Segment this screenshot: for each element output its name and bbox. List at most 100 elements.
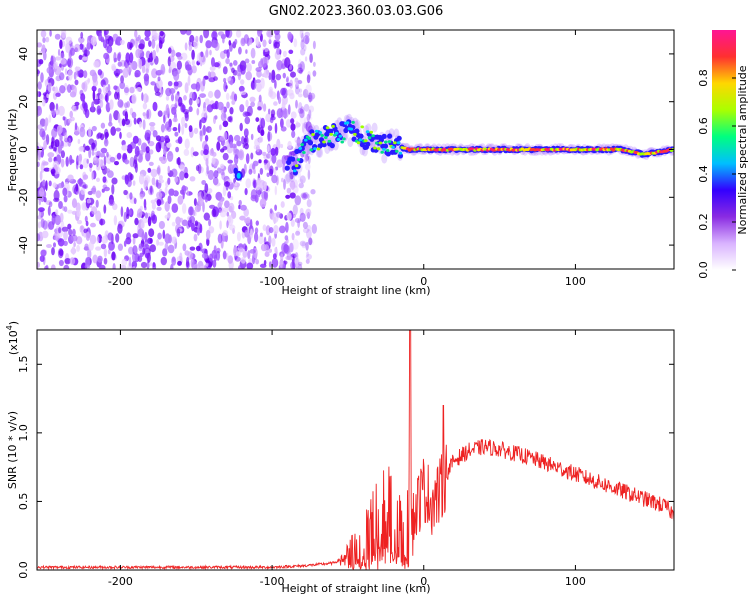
noise-speckle	[220, 112, 227, 122]
ridge-peak	[351, 120, 355, 124]
noise-speckle	[238, 264, 244, 269]
noise-speckle	[43, 197, 47, 203]
noise-speckle	[302, 192, 309, 199]
noise-speckle	[266, 172, 270, 177]
noise-speckle	[152, 49, 157, 60]
noise-speckle	[157, 232, 162, 240]
noise-speckle	[306, 224, 312, 231]
noise-speckle	[156, 191, 163, 200]
noise-speckle	[91, 142, 96, 150]
noise-speckle	[281, 100, 286, 111]
noise-speckle	[307, 169, 311, 180]
noise-speckle	[284, 57, 291, 69]
x-tick-label: 0	[420, 275, 427, 288]
noise-speckle	[163, 145, 167, 156]
noise-speckle	[200, 51, 204, 58]
noise-speckle	[204, 183, 209, 194]
noise-speckle	[260, 117, 266, 129]
ridge-peak	[324, 136, 328, 139]
noise-speckle	[87, 248, 92, 260]
noise-speckle	[199, 93, 207, 98]
noise-speckle	[187, 75, 191, 86]
ridge-peak	[384, 140, 388, 144]
noise-speckle	[50, 264, 56, 269]
noise-speckle	[143, 73, 150, 82]
noise-speckle	[287, 256, 294, 261]
noise-speckle	[262, 151, 267, 156]
x-tick-label: 100	[565, 575, 586, 588]
colorbar-label: Normalized spectral amplitude	[736, 65, 749, 234]
noise-speckle	[222, 152, 229, 161]
noise-speckle	[170, 168, 178, 178]
noise-speckle	[92, 254, 98, 264]
noise-speckle	[43, 167, 50, 172]
noise-speckle	[48, 114, 52, 123]
noise-speckle	[298, 178, 304, 184]
noise-speckle	[299, 240, 307, 247]
noise-speckle	[111, 251, 116, 261]
ridge-core	[387, 133, 393, 139]
noise-speckle	[299, 61, 305, 72]
noise-speckle	[188, 125, 193, 133]
noise-speckle	[306, 113, 311, 122]
noise-speckle	[254, 179, 261, 191]
noise-speckle	[184, 250, 190, 256]
noise-speckle	[292, 204, 298, 216]
noise-speckle	[219, 220, 222, 230]
noise-speckle	[85, 220, 89, 227]
noise-speckle	[211, 151, 217, 157]
noise-speckle	[107, 36, 114, 47]
noise-speckle	[226, 211, 230, 217]
noise-speckle	[105, 102, 111, 113]
noise-speckle	[248, 38, 253, 45]
noise-speckle	[217, 31, 225, 36]
noise-speckle	[191, 222, 195, 232]
noise-speckle	[217, 101, 224, 111]
noise-speckle	[222, 66, 228, 75]
noise-speckle	[38, 212, 42, 218]
noise-speckle	[47, 76, 51, 83]
noise-speckle	[40, 218, 45, 228]
noise-speckle	[132, 135, 139, 144]
noise-speckle	[168, 188, 175, 196]
noise-speckle	[93, 98, 100, 105]
noise-speckle	[68, 228, 73, 236]
noise-speckle	[201, 128, 205, 137]
noise-speckle	[184, 82, 189, 94]
noise-speckle	[63, 132, 68, 142]
noise-speckle	[199, 34, 203, 44]
noise-speckle	[263, 244, 270, 252]
noise-speckle	[160, 123, 165, 133]
noise-speckle	[182, 243, 187, 252]
noise-speckle	[140, 221, 145, 229]
noise-speckle	[135, 36, 140, 42]
noise-speckle	[182, 190, 185, 200]
noise-speckle	[305, 36, 309, 45]
noise-speckle	[138, 243, 144, 249]
noise-speckle	[76, 104, 79, 110]
noise-speckle	[181, 116, 186, 127]
colorbar-gradient	[712, 30, 736, 270]
noise-speckle	[111, 184, 115, 195]
noise-speckle	[131, 60, 138, 71]
noise-speckle	[102, 39, 108, 49]
noise-speckle	[171, 49, 176, 57]
ridge-peak	[309, 148, 314, 152]
noise-speckle	[295, 122, 301, 128]
noise-speckle	[281, 177, 284, 183]
noise-speckle	[149, 149, 154, 155]
noise-speckle	[47, 82, 52, 92]
noise-speckle	[100, 122, 106, 129]
noise-speckle	[74, 101, 80, 106]
noise-speckle	[139, 193, 144, 200]
ridge-peak	[376, 147, 381, 151]
ridge-peak	[336, 138, 341, 141]
noise-speckle	[67, 174, 74, 182]
noise-speckle	[103, 52, 110, 60]
noise-speckle	[91, 206, 98, 215]
noise-speckle	[291, 232, 295, 241]
colorbar-tick-label: 0.2	[697, 213, 710, 231]
noise-speckle	[103, 30, 109, 36]
snr-ticks: -200 -100 0 100 0.0 0.5 1.0 1.5	[17, 330, 674, 588]
